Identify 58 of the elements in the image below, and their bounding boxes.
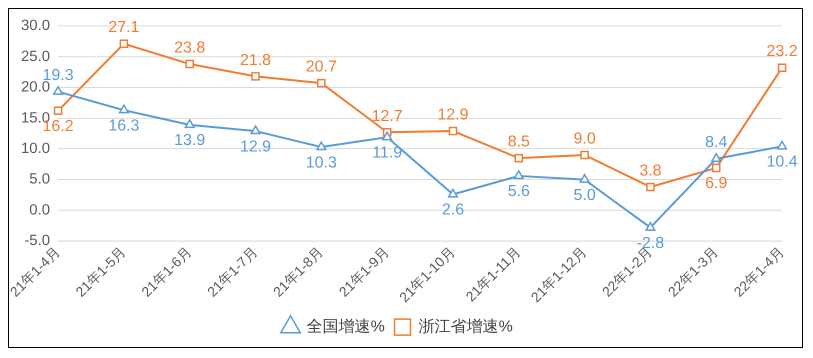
data-label: 23.8 <box>174 40 206 56</box>
x-tick-label: 21年1-9月 <box>336 244 392 300</box>
x-tick-label: 21年1-8月 <box>270 244 326 300</box>
data-label: 27.1 <box>108 19 140 36</box>
point <box>184 119 195 128</box>
data-label: 6.9 <box>705 175 728 192</box>
point <box>580 150 589 160</box>
x-tick-label: 22年1-4月 <box>730 244 787 300</box>
data-label: 2.6 <box>442 202 464 219</box>
point <box>316 141 326 150</box>
point <box>382 131 392 140</box>
y-tick-label: 5.0 <box>29 170 50 188</box>
data-label: 8.4 <box>705 134 728 152</box>
x-tick-label: 21年1-11月 <box>462 244 524 305</box>
data-label: 12.7 <box>372 108 403 125</box>
point <box>317 78 326 88</box>
data-label: 21.8 <box>240 52 272 69</box>
data-label: 20.7 <box>306 58 337 76</box>
legend-label: 全国增速% <box>306 318 385 336</box>
x-tick-label: 21年1-7月 <box>204 244 260 300</box>
data-label: 5.6 <box>508 183 530 200</box>
point <box>251 72 260 81</box>
point <box>514 170 524 180</box>
point <box>712 164 721 172</box>
y-tick-label: 25.0 <box>20 48 50 65</box>
point <box>448 188 458 198</box>
point <box>711 153 722 162</box>
data-label: 16.3 <box>108 117 140 134</box>
point <box>514 154 524 162</box>
point <box>646 182 655 192</box>
point <box>778 63 786 72</box>
point <box>118 104 129 114</box>
point <box>53 86 64 95</box>
data-label: 12.9 <box>240 138 272 156</box>
data-label: 9.0 <box>574 130 596 148</box>
data-label: 5.0 <box>574 186 596 204</box>
data-label: 23.2 <box>766 43 798 60</box>
point <box>580 174 590 183</box>
data-label: 8.5 <box>508 134 530 151</box>
point <box>250 125 261 134</box>
point <box>448 126 458 136</box>
x-tick-label: 22年1-3月 <box>664 244 722 300</box>
point <box>120 39 128 48</box>
point <box>185 60 194 68</box>
y-tick-label: 0.0 <box>29 202 50 218</box>
point <box>54 106 62 116</box>
data-label: 10.4 <box>766 154 798 171</box>
x-tick-label: 21年1-5月 <box>72 244 129 300</box>
data-label: 3.8 <box>639 162 662 180</box>
y-tick-label: 30.0 <box>20 17 50 34</box>
data-label: 10.3 <box>306 154 337 172</box>
x-tick-label: 21年1-6月 <box>138 244 195 300</box>
point <box>776 140 788 150</box>
point <box>645 222 656 231</box>
legend-label: 浙江省增速% <box>418 318 513 336</box>
data-label: 13.9 <box>174 132 206 150</box>
data-label: 12.9 <box>437 106 469 124</box>
y-tick-label: 10.0 <box>20 140 50 157</box>
